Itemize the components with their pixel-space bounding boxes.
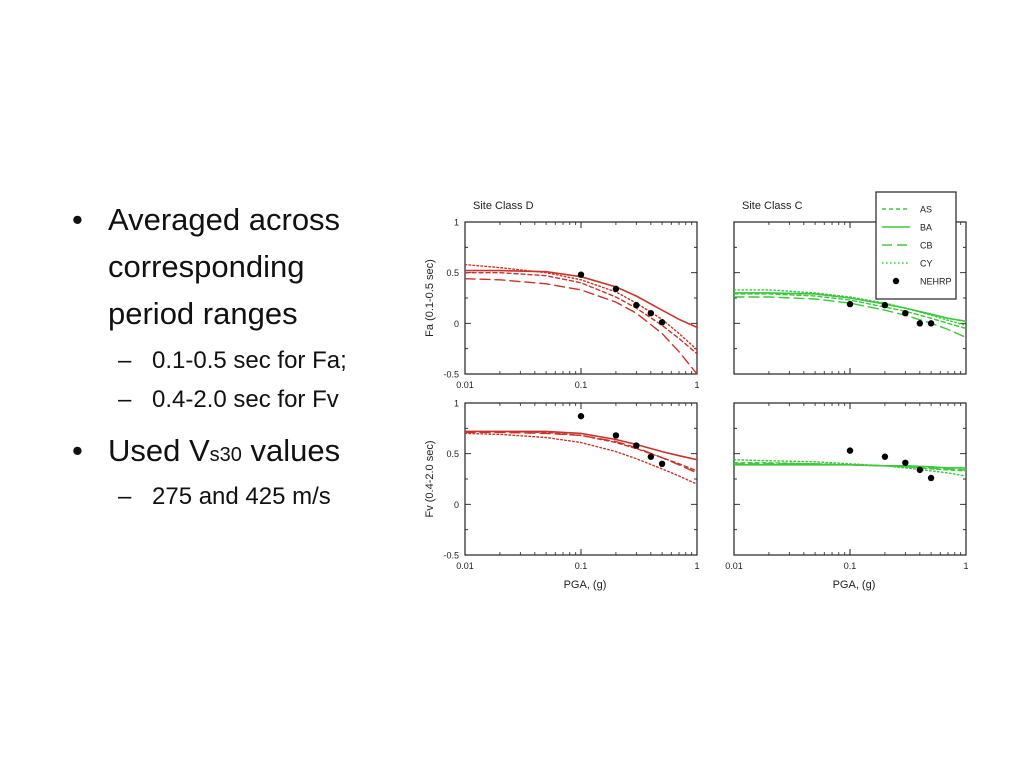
legend-label: NEHRP	[920, 277, 952, 287]
nehrp-point	[881, 453, 889, 460]
nehrp-point	[846, 447, 854, 454]
bullet-item: • Used Vs30 values	[72, 427, 402, 479]
y-tick-label: 0.5	[446, 268, 459, 278]
y-tick-label: 0.5	[446, 449, 459, 459]
chart-panel-1: -0.5 0 0.5 1 0.01 0.1 1 Site Class D Fa (0.1-0.5…	[424, 200, 700, 390]
nehrp-point	[658, 319, 666, 326]
y-tick-label: -0.5	[443, 551, 459, 561]
series-line-ba	[465, 430, 697, 461]
sub-bullet-item: – 0.1-0.5 sec for Fa;	[118, 345, 402, 376]
sub-bullet-item: – 275 and 425 m/s	[118, 481, 402, 512]
bullet-text-averaged: Averaged across corresponding period ran…	[108, 202, 341, 331]
chart-title: Site Class D	[473, 200, 534, 212]
nehrp-point	[927, 320, 935, 327]
chart-title: Site Class C	[742, 200, 803, 212]
sub-bullet-text-fa: 0.1-0.5 sec for Fa;	[152, 347, 347, 374]
chart-panel-3: -0.5 0 0.5 1 0.01 0.1 1 PGA, (g) Fv (0.4-2.0 sec…	[424, 399, 700, 592]
legend-label: BA	[920, 223, 932, 233]
y-tick-label: -0.5	[443, 370, 459, 380]
x-tick-label: 0.1	[844, 561, 857, 571]
y-axis-label: Fv (0.4-2.0 sec)	[424, 440, 436, 517]
bullet-list: • Averaged across corresponding period r…	[72, 196, 402, 512]
sub-bullet-item: – 0.4-2.0 sec for Fv	[118, 384, 402, 415]
chart-frame	[733, 402, 967, 556]
chart-panel-2: Site Class C AS BA CB CY NEHRP	[733, 191, 967, 375]
chart-frame	[464, 402, 698, 556]
dash-marker: –	[118, 386, 132, 413]
legend-label: CB	[920, 241, 933, 251]
nehrp-point	[881, 301, 889, 309]
x-tick-label: 0.1	[575, 380, 588, 390]
nehrp-point	[577, 412, 585, 420]
nehrp-point	[902, 459, 909, 466]
y-tick-label: 0	[454, 500, 459, 510]
nehrp-point	[633, 442, 640, 449]
sub-bullet-text-velocities: 275 and 425 m/s	[152, 483, 331, 510]
chart-frame	[464, 221, 698, 375]
series-line-as	[734, 293, 966, 330]
nehrp-point	[916, 320, 924, 327]
x-tick-label: 0.1	[575, 561, 588, 571]
x-tick-label: 0.01	[456, 561, 474, 571]
y-tick-label: 1	[454, 218, 459, 228]
vs30-prefix: Used V	[108, 433, 210, 468]
series-line-cy	[465, 432, 697, 485]
x-tick-label: 1	[694, 561, 699, 571]
x-tick-label: 1	[963, 561, 968, 571]
chart-panel-4: 0.01 0.1 1 PGA, (g)	[725, 402, 969, 591]
series-group	[734, 459, 966, 477]
legend-label: CY	[920, 259, 933, 269]
bullet-text-vs30: Used Vs30 values	[108, 427, 378, 479]
bullet-marker: •	[72, 202, 83, 237]
x-axis-label: PGA, (g)	[833, 579, 876, 591]
nehrp-point	[612, 285, 620, 293]
series-line-cb	[734, 463, 966, 471]
series-line-cy	[734, 459, 966, 477]
vs30-suffix: values	[241, 433, 341, 468]
y-tick-label: 0	[454, 319, 459, 329]
y-axis-label: Fa (0.1-0.5 sec)	[424, 259, 436, 337]
series-line-cb	[465, 431, 697, 474]
y-tick-label: 1	[454, 399, 459, 409]
vs30-subscript: s30	[209, 444, 242, 466]
legend-label: AS	[920, 205, 932, 215]
bullet-item: • Averaged across corresponding period r…	[72, 196, 402, 337]
series-line-as	[465, 272, 697, 355]
sub-bullet-text-fv: 0.4-2.0 sec for Fv	[152, 386, 339, 413]
series-group	[465, 430, 697, 485]
nehrp-point	[658, 460, 666, 467]
nehrp-point	[577, 271, 585, 278]
nehrp-point	[612, 432, 620, 439]
legend: AS BA CB CY NEHRP	[875, 191, 957, 300]
x-tick-label: 0.01	[456, 380, 474, 390]
dash-marker: –	[118, 347, 132, 374]
dash-marker: –	[118, 483, 132, 510]
x-axis-label: PGA, (g)	[564, 579, 607, 591]
legend-swatch-nehrp	[892, 277, 900, 285]
bullet-marker: •	[72, 433, 83, 468]
series-line-cb	[734, 296, 966, 339]
nehrp-point	[647, 453, 655, 460]
nehrp-point	[633, 301, 640, 309]
nehrp-point	[902, 310, 909, 317]
series-line-cb	[465, 278, 697, 374]
x-tick-label: 1	[694, 380, 699, 390]
nehrp-point	[846, 300, 854, 308]
x-tick-label: 0.01	[725, 561, 743, 571]
nehrp-point	[927, 474, 935, 482]
nehrp-point	[916, 466, 924, 474]
nehrp-point	[647, 310, 655, 317]
